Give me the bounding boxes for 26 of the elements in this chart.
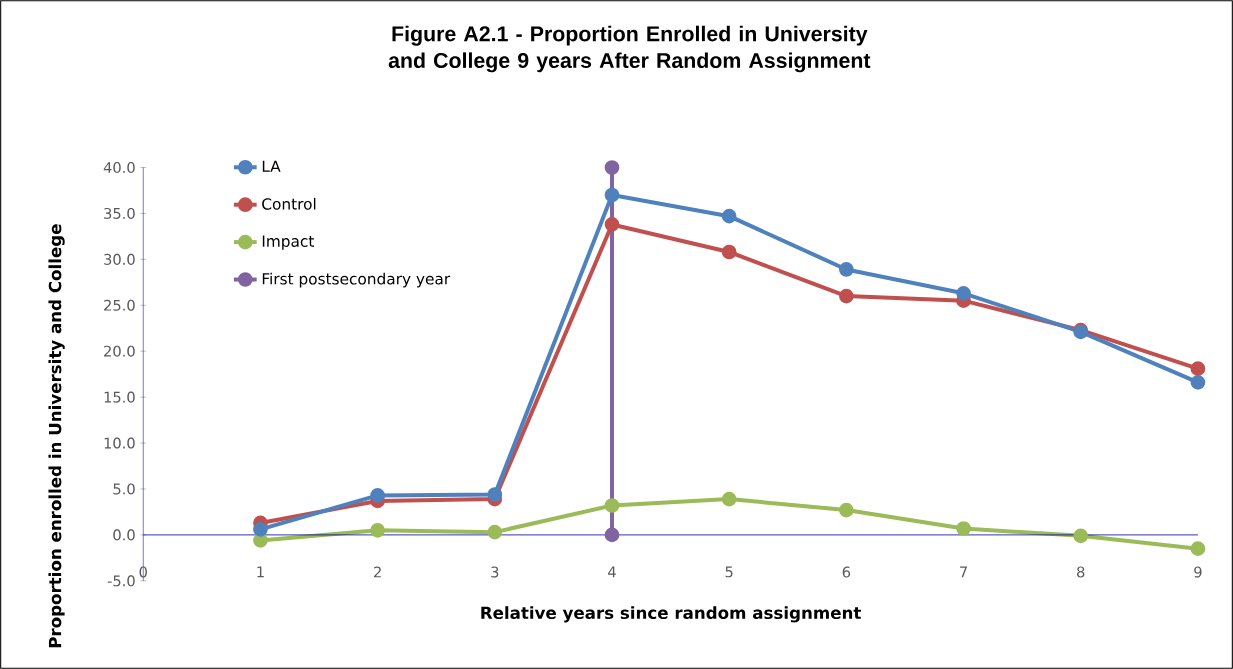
y-tick-label: 0.0 bbox=[113, 529, 135, 541]
legend-label: Impact bbox=[262, 235, 314, 250]
y-tick-label: 15.0 bbox=[104, 391, 135, 403]
y-tick-label: 5.0 bbox=[113, 483, 135, 495]
chart-title: Figure A2.1 - Proportion Enrolled in University and College 9 years After Random Assignment bbox=[388, 25, 871, 73]
x-tick-label: 7 bbox=[960, 566, 967, 578]
y-tick-label: 25.0 bbox=[104, 299, 135, 311]
x-tick-label: 3 bbox=[491, 566, 499, 578]
x-tick-label: 6 bbox=[842, 566, 851, 578]
y-tick-label: 20.0 bbox=[104, 345, 135, 357]
y-tick-label: 30.0 bbox=[104, 253, 135, 265]
y-tick-label: 10.0 bbox=[104, 437, 135, 449]
x-tick-label: 1 bbox=[257, 566, 264, 578]
legend-label: First postsecondary year bbox=[262, 272, 451, 288]
legend-label: Control bbox=[262, 197, 316, 210]
x-axis-title: Relative years since random assignment bbox=[481, 606, 861, 623]
y-tick-label: -5.0 bbox=[107, 575, 135, 587]
legend-label: LA bbox=[262, 160, 281, 172]
x-tick-label: 5 bbox=[725, 566, 733, 578]
x-tick-label: 9 bbox=[1194, 566, 1202, 578]
x-tick-label: 4 bbox=[608, 566, 616, 578]
y-axis-title: Proportion enrolled in University and College bbox=[48, 224, 65, 648]
x-tick-label: 2 bbox=[374, 566, 381, 578]
y-tick-label: 40.0 bbox=[103, 161, 135, 174]
x-tick-label: 8 bbox=[1077, 566, 1085, 578]
y-tick-label: 35.0 bbox=[104, 207, 135, 219]
